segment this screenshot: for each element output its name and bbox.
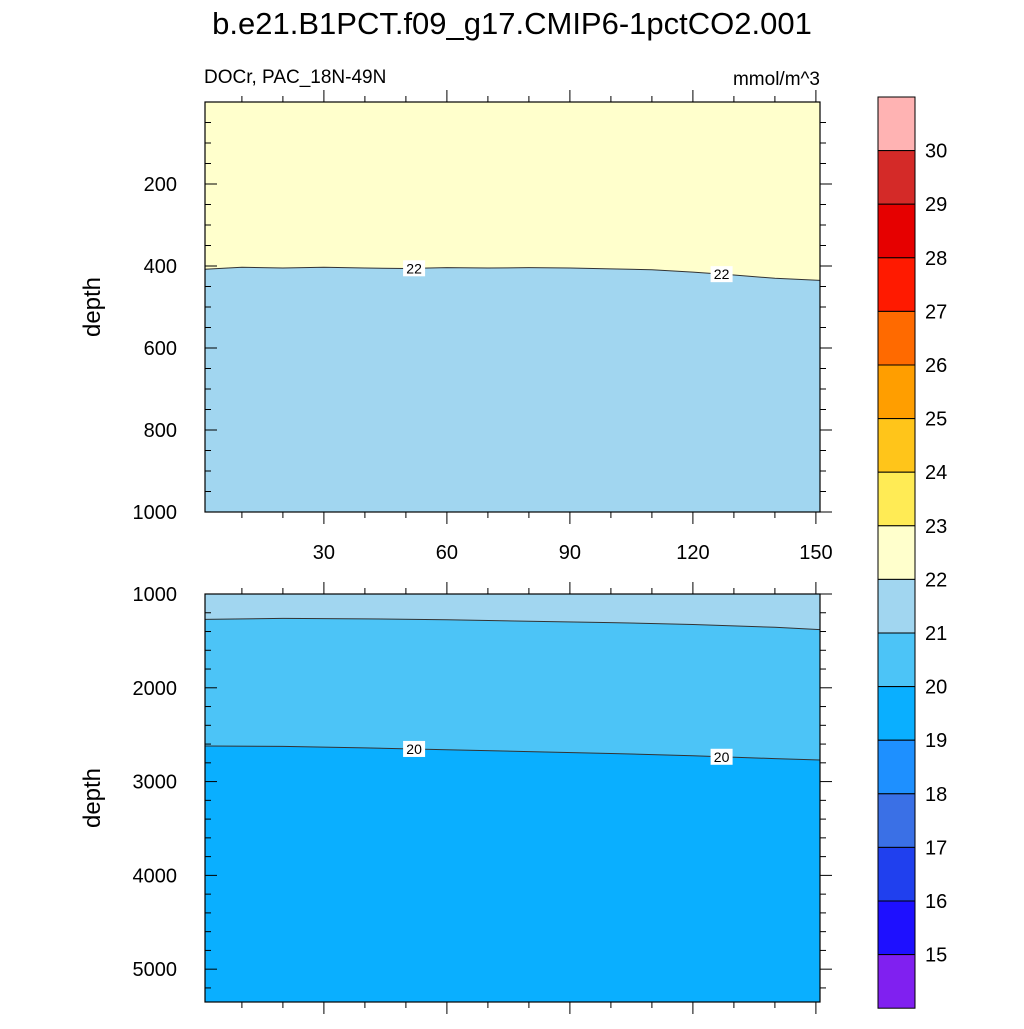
colorbar-label: 27	[925, 301, 947, 323]
upper-panel: 22 22 30 60 90 120 150 200 400 600 800 1000 depth	[79, 90, 833, 564]
contour-label-bg	[403, 260, 426, 277]
colorbar-label: 28	[925, 248, 947, 270]
y-tick-label: 4000	[133, 865, 178, 887]
colorbar-box	[877, 150, 916, 205]
band-fill-below-20	[205, 745, 820, 1002]
lower-panel: 20 20 1000 2000 3000 4000 5000 depth	[79, 582, 832, 1014]
colorbar-label: 26	[925, 355, 947, 377]
colorbar-label: 15	[925, 945, 947, 967]
figure-title: b.e21.B1PCT.f09_g17.CMIP6-1pctCO2.001	[212, 6, 812, 41]
colorbar-box	[877, 203, 916, 259]
x-tick-label: 60	[436, 542, 458, 564]
band-fill-below-22	[205, 267, 820, 512]
colorbar-label: 18	[925, 784, 947, 806]
y-tick-label: 600	[144, 338, 177, 360]
y-tick-label: 1000	[133, 502, 178, 524]
colorbar-label: 23	[925, 516, 947, 538]
panel-left-string: DOCr, PAC_18N-49N	[204, 67, 386, 88]
colorbar-box	[877, 954, 916, 1009]
y-axis-label: depth	[79, 277, 106, 337]
contour-line-21	[204, 617, 821, 631]
colorbar-label: 19	[925, 730, 947, 752]
colorbar-box	[877, 632, 916, 688]
contour-label-bg	[710, 748, 733, 765]
colorbar-box	[877, 96, 916, 152]
colorbar-box	[877, 525, 916, 580]
y-tick-label: 400	[144, 256, 177, 278]
colorbar-box	[877, 471, 916, 527]
colorbar-label: 25	[925, 409, 947, 431]
contour-label-22: 22	[714, 266, 730, 282]
y-tick-label: 5000	[133, 959, 178, 981]
y-tick-label: 3000	[133, 772, 178, 794]
colorbar-label: 17	[925, 837, 947, 859]
contour-label-20: 20	[714, 749, 730, 765]
colorbar: 30 29 28 27 26 25 24 23 22 21 20 19 18 17 16 15	[877, 96, 947, 1009]
colorbar-box	[877, 578, 916, 634]
colorbar-box	[877, 900, 916, 956]
colorbar-label: 30	[925, 141, 947, 163]
y-axis-label: depth	[79, 768, 106, 828]
y-tick-label: 200	[144, 174, 177, 196]
colorbar-box	[877, 364, 916, 420]
colorbar-box	[877, 846, 916, 902]
colorbar-box	[877, 310, 916, 366]
contour-line-20	[204, 745, 821, 761]
x-tick-label: 30	[313, 542, 335, 564]
plot-frame	[204, 593, 821, 1003]
colorbar-box	[877, 257, 916, 312]
colorbar-label: 21	[925, 623, 947, 645]
y-tick-label: 800	[144, 420, 177, 442]
x-tick-label: 120	[676, 542, 709, 564]
colorbar-label: 22	[925, 569, 947, 591]
x-tick-label: 90	[559, 542, 581, 564]
panel-units-string: mmol/m^3	[733, 69, 820, 90]
colorbar-label: 16	[925, 891, 947, 913]
contour-label-20: 20	[406, 741, 422, 757]
contour-label-bg	[710, 266, 733, 283]
colorbar-box	[877, 739, 916, 795]
colorbar-box	[877, 793, 916, 848]
colorbar-label: 24	[925, 462, 947, 484]
contour-label-22: 22	[406, 260, 422, 276]
colorbar-label: 29	[925, 194, 947, 216]
contour-label-bg	[403, 740, 426, 757]
y-tick-label: 2000	[133, 678, 178, 700]
y-tick-label: 1000	[133, 584, 178, 606]
colorbar-box	[877, 418, 916, 473]
x-tick-label: 150	[799, 542, 832, 564]
colorbar-box	[877, 686, 916, 741]
colorbar-label: 20	[925, 677, 947, 699]
